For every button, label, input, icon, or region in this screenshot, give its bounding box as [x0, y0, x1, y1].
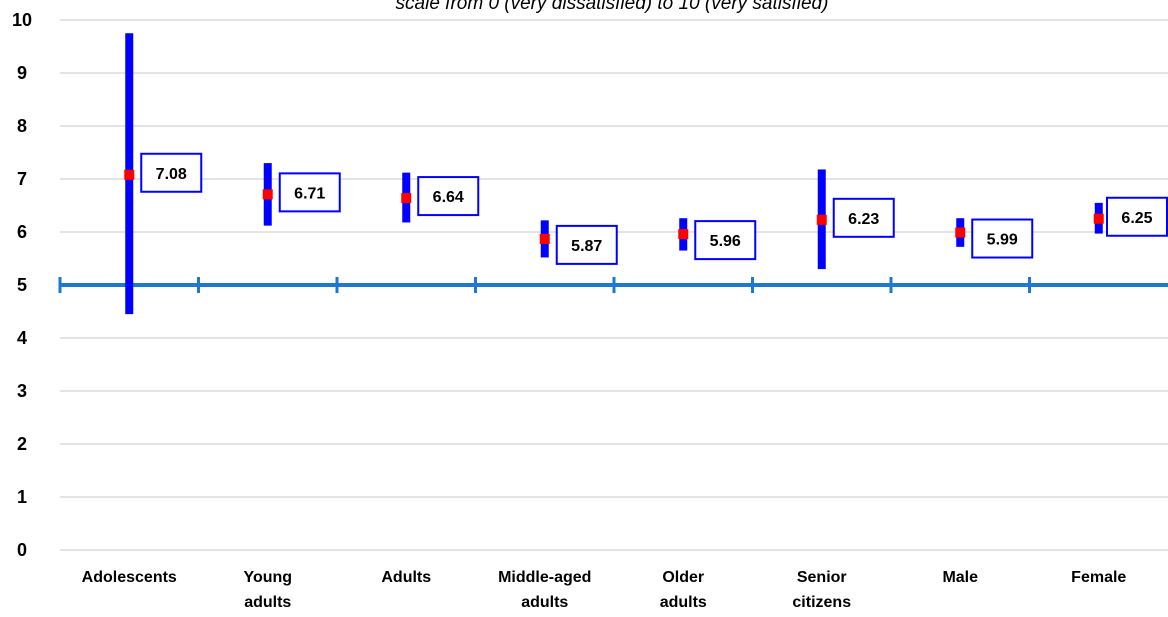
- mean-marker: [124, 169, 135, 180]
- y-tick-label: 4: [17, 328, 27, 348]
- data-label-box: [694, 220, 757, 261]
- mean-marker: [955, 227, 966, 238]
- error-bars: [124, 33, 1104, 315]
- x-tick-label: Middle-aged: [498, 569, 591, 586]
- y-tick-label: 0: [17, 540, 27, 560]
- mean-marker: [539, 233, 550, 244]
- data-label: 5.96: [710, 233, 741, 250]
- data-label: 6.71: [294, 185, 325, 202]
- data-label-box: [417, 176, 480, 217]
- data-label-box: [278, 172, 341, 213]
- y-axis-ticks: 0 1 2 3 4 5 6 7 8 9 10: [12, 10, 32, 560]
- x-tick-label: Adolescents: [82, 569, 177, 586]
- y-tick-label: 10: [12, 10, 32, 30]
- x-tick-label: adults: [660, 594, 707, 611]
- mean-marker: [678, 229, 689, 240]
- x-tick-label: Senior: [797, 569, 847, 586]
- x-tick-label: adults: [244, 594, 291, 611]
- x-tick-label: Older: [662, 569, 704, 586]
- mean-marker: [1093, 213, 1104, 224]
- x-tick-label: Young: [243, 569, 292, 586]
- y-tick-label: 3: [17, 381, 27, 401]
- x-tick-label: citizens: [792, 594, 851, 611]
- data-labels: 7.08 6.71 6.64 5.87 5.96 6.23 5.99 6.25: [140, 152, 1168, 265]
- y-tick-label: 6: [17, 222, 27, 242]
- data-label-box: [971, 218, 1034, 259]
- y-tick-label: 9: [17, 63, 27, 83]
- data-label-box: [555, 224, 618, 265]
- data-label-box: [832, 197, 895, 238]
- reference-line-group: [58, 277, 1168, 293]
- mean-marker: [401, 193, 412, 204]
- x-tick-label: Male: [942, 569, 978, 586]
- x-tick-label: Adults: [381, 569, 431, 586]
- y-tick-label: 8: [17, 116, 27, 136]
- data-label: 5.87: [571, 238, 602, 255]
- data-label: 5.99: [987, 232, 1018, 249]
- chart-subtitle: scale from 0 (very dissatisfied) to 10 (…: [396, 0, 829, 14]
- mean-marker: [816, 214, 827, 225]
- data-label: 6.64: [433, 189, 464, 206]
- y-tick-label: 5: [17, 275, 27, 295]
- y-tick-label: 2: [17, 434, 27, 454]
- x-tick-label: adults: [521, 594, 568, 611]
- mean-marker: [262, 189, 273, 200]
- x-axis-labels: Adolescents Young adults Adults Middle-aged a…: [82, 569, 1127, 611]
- data-label: 7.08: [156, 166, 187, 183]
- data-label: 6.25: [1121, 210, 1152, 227]
- data-label-box: [1106, 196, 1168, 237]
- data-label: 6.23: [848, 211, 879, 228]
- data-label-box: [140, 152, 203, 193]
- x-tick-label: Female: [1071, 569, 1126, 586]
- y-tick-label: 1: [17, 487, 27, 507]
- y-tick-label: 7: [17, 169, 27, 189]
